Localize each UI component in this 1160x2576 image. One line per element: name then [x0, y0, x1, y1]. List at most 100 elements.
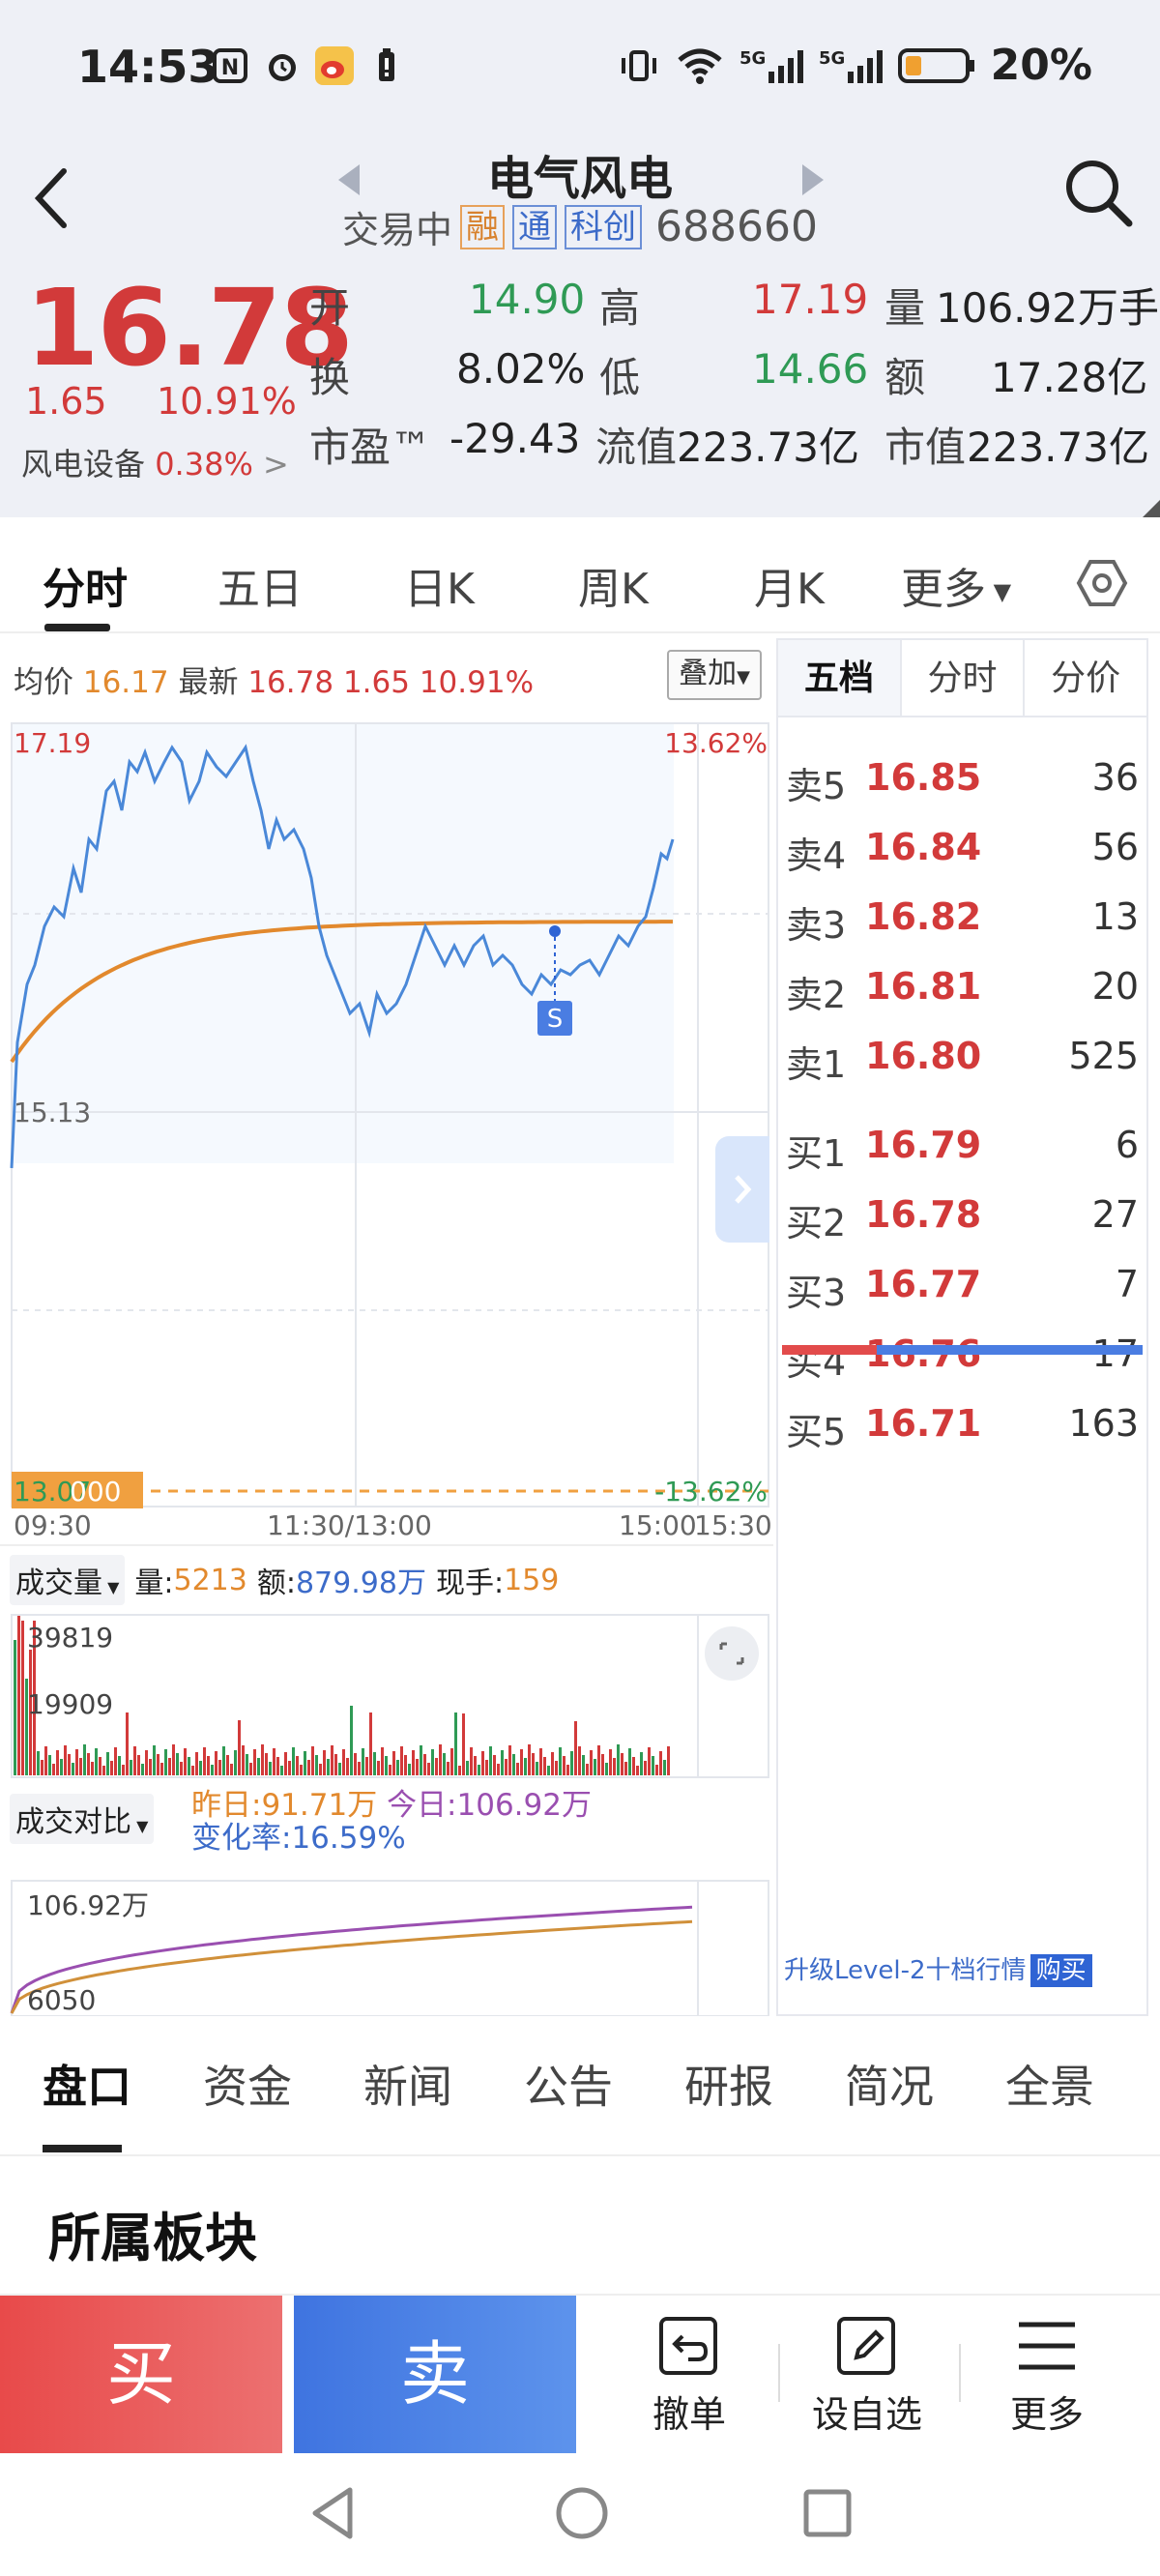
bid-volume: 6: [1115, 1124, 1139, 1166]
sell-button[interactable]: 卖: [294, 2296, 576, 2453]
tab-research[interactable]: 研报: [684, 2061, 773, 2113]
volume-bar: [563, 1756, 566, 1775]
cancel-order-label: 撤单: [652, 2393, 726, 2436]
value-volume: 106.92万手: [936, 284, 1159, 332]
back-icon[interactable]: [21, 160, 79, 237]
tab-daily-k[interactable]: 日K: [404, 565, 475, 614]
undo-icon: [659, 2317, 717, 2375]
bid-row[interactable]: 买2 16.78 27: [778, 1193, 1146, 1251]
ask-row[interactable]: 卖5 16.85 36: [778, 756, 1146, 814]
tab-five-levels[interactable]: 五档: [778, 640, 902, 716]
compare-today: 今日:106.92万: [387, 1788, 592, 1823]
level2-upgrade[interactable]: 升级Level-2十档行情 购买: [784, 1950, 1092, 1987]
volume-bar: [157, 1754, 160, 1775]
volume-bar: [497, 1764, 500, 1775]
ask-row[interactable]: 卖3 16.82 13: [778, 895, 1146, 953]
tab-news[interactable]: 新闻: [363, 2061, 452, 2113]
ask-ratio: [782, 1345, 877, 1355]
compare-dropdown-label: 成交对比: [15, 1805, 131, 1839]
volume-bar: [218, 1760, 221, 1775]
tab-intraday[interactable]: 分时: [43, 565, 128, 614]
volume-bar: [257, 1758, 260, 1775]
time-label-end: 15:30: [694, 1509, 772, 1541]
tab-handicap[interactable]: 盘口: [43, 2061, 131, 2113]
volume-bar: [586, 1764, 589, 1775]
tab-more[interactable]: 更多 ▼: [901, 554, 1011, 616]
fullscreen-button[interactable]: [705, 1626, 759, 1681]
volume-bar: [37, 1751, 40, 1775]
tab-profile[interactable]: 简况: [845, 2061, 934, 2113]
vibrate-icon: [621, 49, 656, 81]
volume-bar: [559, 1747, 562, 1775]
tab-announcements[interactable]: 公告: [524, 2061, 613, 2113]
overlay-button[interactable]: 叠加▼: [667, 650, 762, 700]
volume-bar: [41, 1760, 44, 1775]
tab-weekly-k[interactable]: 周K: [578, 565, 649, 614]
search-icon[interactable]: [1059, 154, 1137, 231]
settings-hexagon-icon[interactable]: [1075, 556, 1129, 610]
signal-5g-icon-1: 5G: [740, 48, 803, 83]
volume-bar: [478, 1765, 480, 1775]
expand-panel-button[interactable]: [715, 1136, 769, 1243]
legend-change: 1.65: [342, 665, 410, 700]
sector-link[interactable]: 风电设备 0.38% >: [21, 440, 289, 484]
legend-pct: 10.91%: [419, 665, 535, 700]
volume-bar: [412, 1750, 415, 1775]
ask-volume: 13: [1091, 895, 1139, 938]
volume-bar: [130, 1760, 132, 1775]
volume-bar: [512, 1754, 515, 1775]
volume-bar: [528, 1744, 531, 1775]
volume-bar: [110, 1761, 113, 1775]
prev-stock-icon[interactable]: [338, 164, 360, 195]
compare-dropdown[interactable]: 成交对比 ▼: [10, 1794, 155, 1844]
volume-bar: [160, 1763, 163, 1775]
volume-bar: [29, 1650, 32, 1775]
ask-row[interactable]: 卖4 16.84 56: [778, 826, 1146, 884]
volume-bar: [64, 1745, 67, 1775]
tab-overview[interactable]: 全景: [1005, 2061, 1094, 2113]
sell-marker[interactable]: [537, 1001, 572, 1036]
volume-bar: [555, 1761, 558, 1775]
nav-home-icon[interactable]: [553, 2484, 611, 2542]
axis-mid: 15.13: [14, 1097, 91, 1128]
vol-amt-label: 额:: [256, 1566, 296, 1600]
ask-row[interactable]: 卖1 16.80 525: [778, 1035, 1146, 1093]
bid-row[interactable]: 买416.7617: [778, 1332, 1146, 1390]
value-open: 14.90: [469, 276, 586, 323]
nav-recents-icon[interactable]: [800, 2486, 855, 2540]
axis-high: 17.19: [14, 727, 91, 759]
expand-corner-icon[interactable]: [1143, 500, 1160, 517]
stock-code: 688660: [655, 202, 818, 251]
volume-dropdown[interactable]: 成交量 ▼: [10, 1555, 126, 1605]
volume-bar: [269, 1762, 272, 1775]
ask-row[interactable]: 卖2 16.81 20: [778, 965, 1146, 1023]
volume-bar: [323, 1750, 326, 1775]
more-button[interactable]: 更多: [965, 2315, 1129, 2438]
level2-buy-button[interactable]: 购买: [1030, 1954, 1092, 1987]
tab-price-volume[interactable]: 分价: [1051, 659, 1121, 698]
buy-button[interactable]: 买: [0, 2296, 282, 2453]
volume-bar: [659, 1751, 662, 1775]
next-stock-icon[interactable]: [802, 164, 824, 195]
add-watchlist-button[interactable]: 设自选: [785, 2315, 949, 2438]
volume-bar: [334, 1754, 337, 1775]
chart-legend: 均价 16.17 最新 16.78 1.65 10.91%: [14, 658, 534, 701]
compare-frame: [11, 1880, 769, 2016]
volume-bar: [536, 1762, 538, 1775]
bid-volume: 27: [1091, 1193, 1139, 1236]
bid-row[interactable]: 买5 16.71 163: [778, 1402, 1146, 1460]
last-value: 16.78: [247, 665, 334, 700]
bid-row[interactable]: 买1 16.79 6: [778, 1124, 1146, 1182]
tab-monthly-k[interactable]: 月K: [754, 565, 825, 614]
volume-bar: [273, 1748, 276, 1775]
volume-bar: [454, 1712, 457, 1775]
value-low: 14.66: [752, 345, 869, 393]
cancel-order-button[interactable]: 撤单: [607, 2315, 771, 2438]
volume-bar: [168, 1758, 171, 1775]
tab-funds[interactable]: 资金: [203, 2061, 292, 2113]
compare-rate: 变化率:16.59%: [191, 1821, 406, 1856]
tab-ticks[interactable]: 分时: [902, 640, 1026, 716]
nav-back-icon[interactable]: [305, 2482, 360, 2544]
bid-row[interactable]: 买3 16.77 7: [778, 1263, 1146, 1321]
tab-five-day[interactable]: 五日: [218, 565, 303, 614]
